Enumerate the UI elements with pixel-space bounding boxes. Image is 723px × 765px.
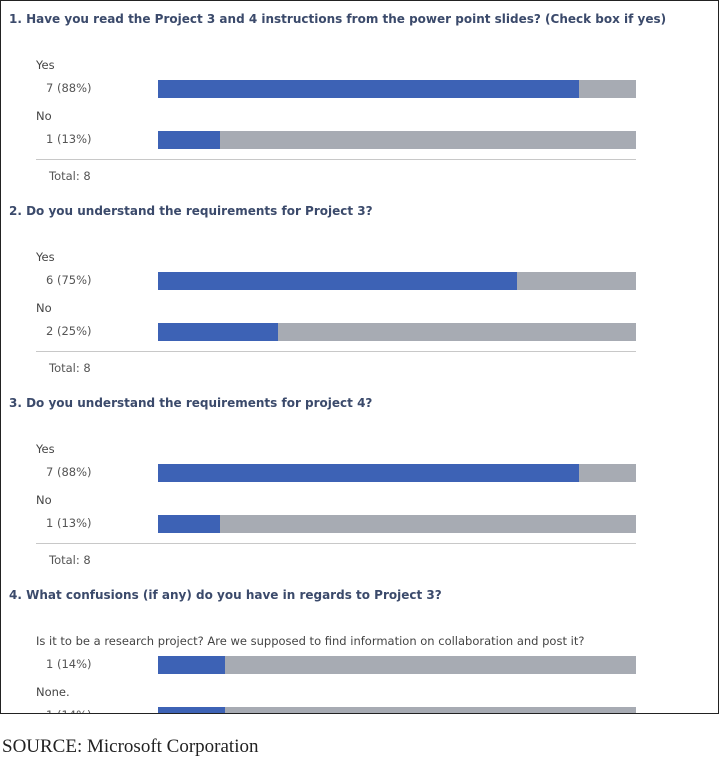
bar-fill bbox=[158, 707, 225, 713]
option-text: Yes bbox=[36, 58, 55, 72]
option-text: No bbox=[36, 301, 52, 315]
option-text: Is it to be a research project? Are we s… bbox=[36, 634, 585, 648]
question-title: 1. Have you read the Project 3 and 4 ins… bbox=[9, 12, 667, 26]
question-title: 3. Do you understand the requirements fo… bbox=[9, 396, 373, 410]
option-count: 1 (13%) bbox=[46, 132, 92, 146]
option-text: Yes bbox=[36, 250, 55, 264]
option-count: 2 (25%) bbox=[46, 324, 92, 338]
option-count: 7 (88%) bbox=[46, 465, 92, 479]
bar-fill bbox=[158, 515, 221, 533]
separator bbox=[36, 159, 636, 160]
bar-fill bbox=[158, 323, 278, 341]
separator bbox=[36, 351, 636, 352]
bar-track bbox=[158, 272, 636, 290]
option-count: 1 (14%) bbox=[46, 708, 92, 713]
option-count: 1 (14%) bbox=[46, 657, 92, 671]
option-count: 6 (75%) bbox=[46, 273, 92, 287]
option-text: None. bbox=[36, 685, 70, 699]
survey-results: 1. Have you read the Project 3 and 4 ins… bbox=[0, 0, 719, 714]
question-title: 2. Do you understand the requirements fo… bbox=[9, 204, 373, 218]
option-count: 7 (88%) bbox=[46, 81, 92, 95]
source-note: SOURCE: Microsoft Corporation bbox=[2, 736, 259, 757]
question-title: 4. What confusions (if any) do you have … bbox=[9, 588, 442, 602]
bar-track bbox=[158, 80, 636, 98]
option-text: Yes bbox=[36, 442, 55, 456]
bar-track bbox=[158, 707, 636, 713]
bar-track bbox=[158, 131, 636, 149]
total: Total: 8 bbox=[49, 361, 91, 375]
bar-fill bbox=[158, 656, 225, 674]
total: Total: 8 bbox=[49, 169, 91, 183]
bar-track bbox=[158, 464, 636, 482]
option-text: No bbox=[36, 493, 52, 507]
bar-track bbox=[158, 515, 636, 533]
bar-track bbox=[158, 656, 636, 674]
separator bbox=[36, 543, 636, 544]
option-count: 1 (13%) bbox=[46, 516, 92, 530]
total: Total: 8 bbox=[49, 553, 91, 567]
bar-track bbox=[158, 323, 636, 341]
bar-fill bbox=[158, 272, 517, 290]
bar-fill bbox=[158, 80, 579, 98]
bar-fill bbox=[158, 464, 579, 482]
option-text: No bbox=[36, 109, 52, 123]
bar-fill bbox=[158, 131, 221, 149]
